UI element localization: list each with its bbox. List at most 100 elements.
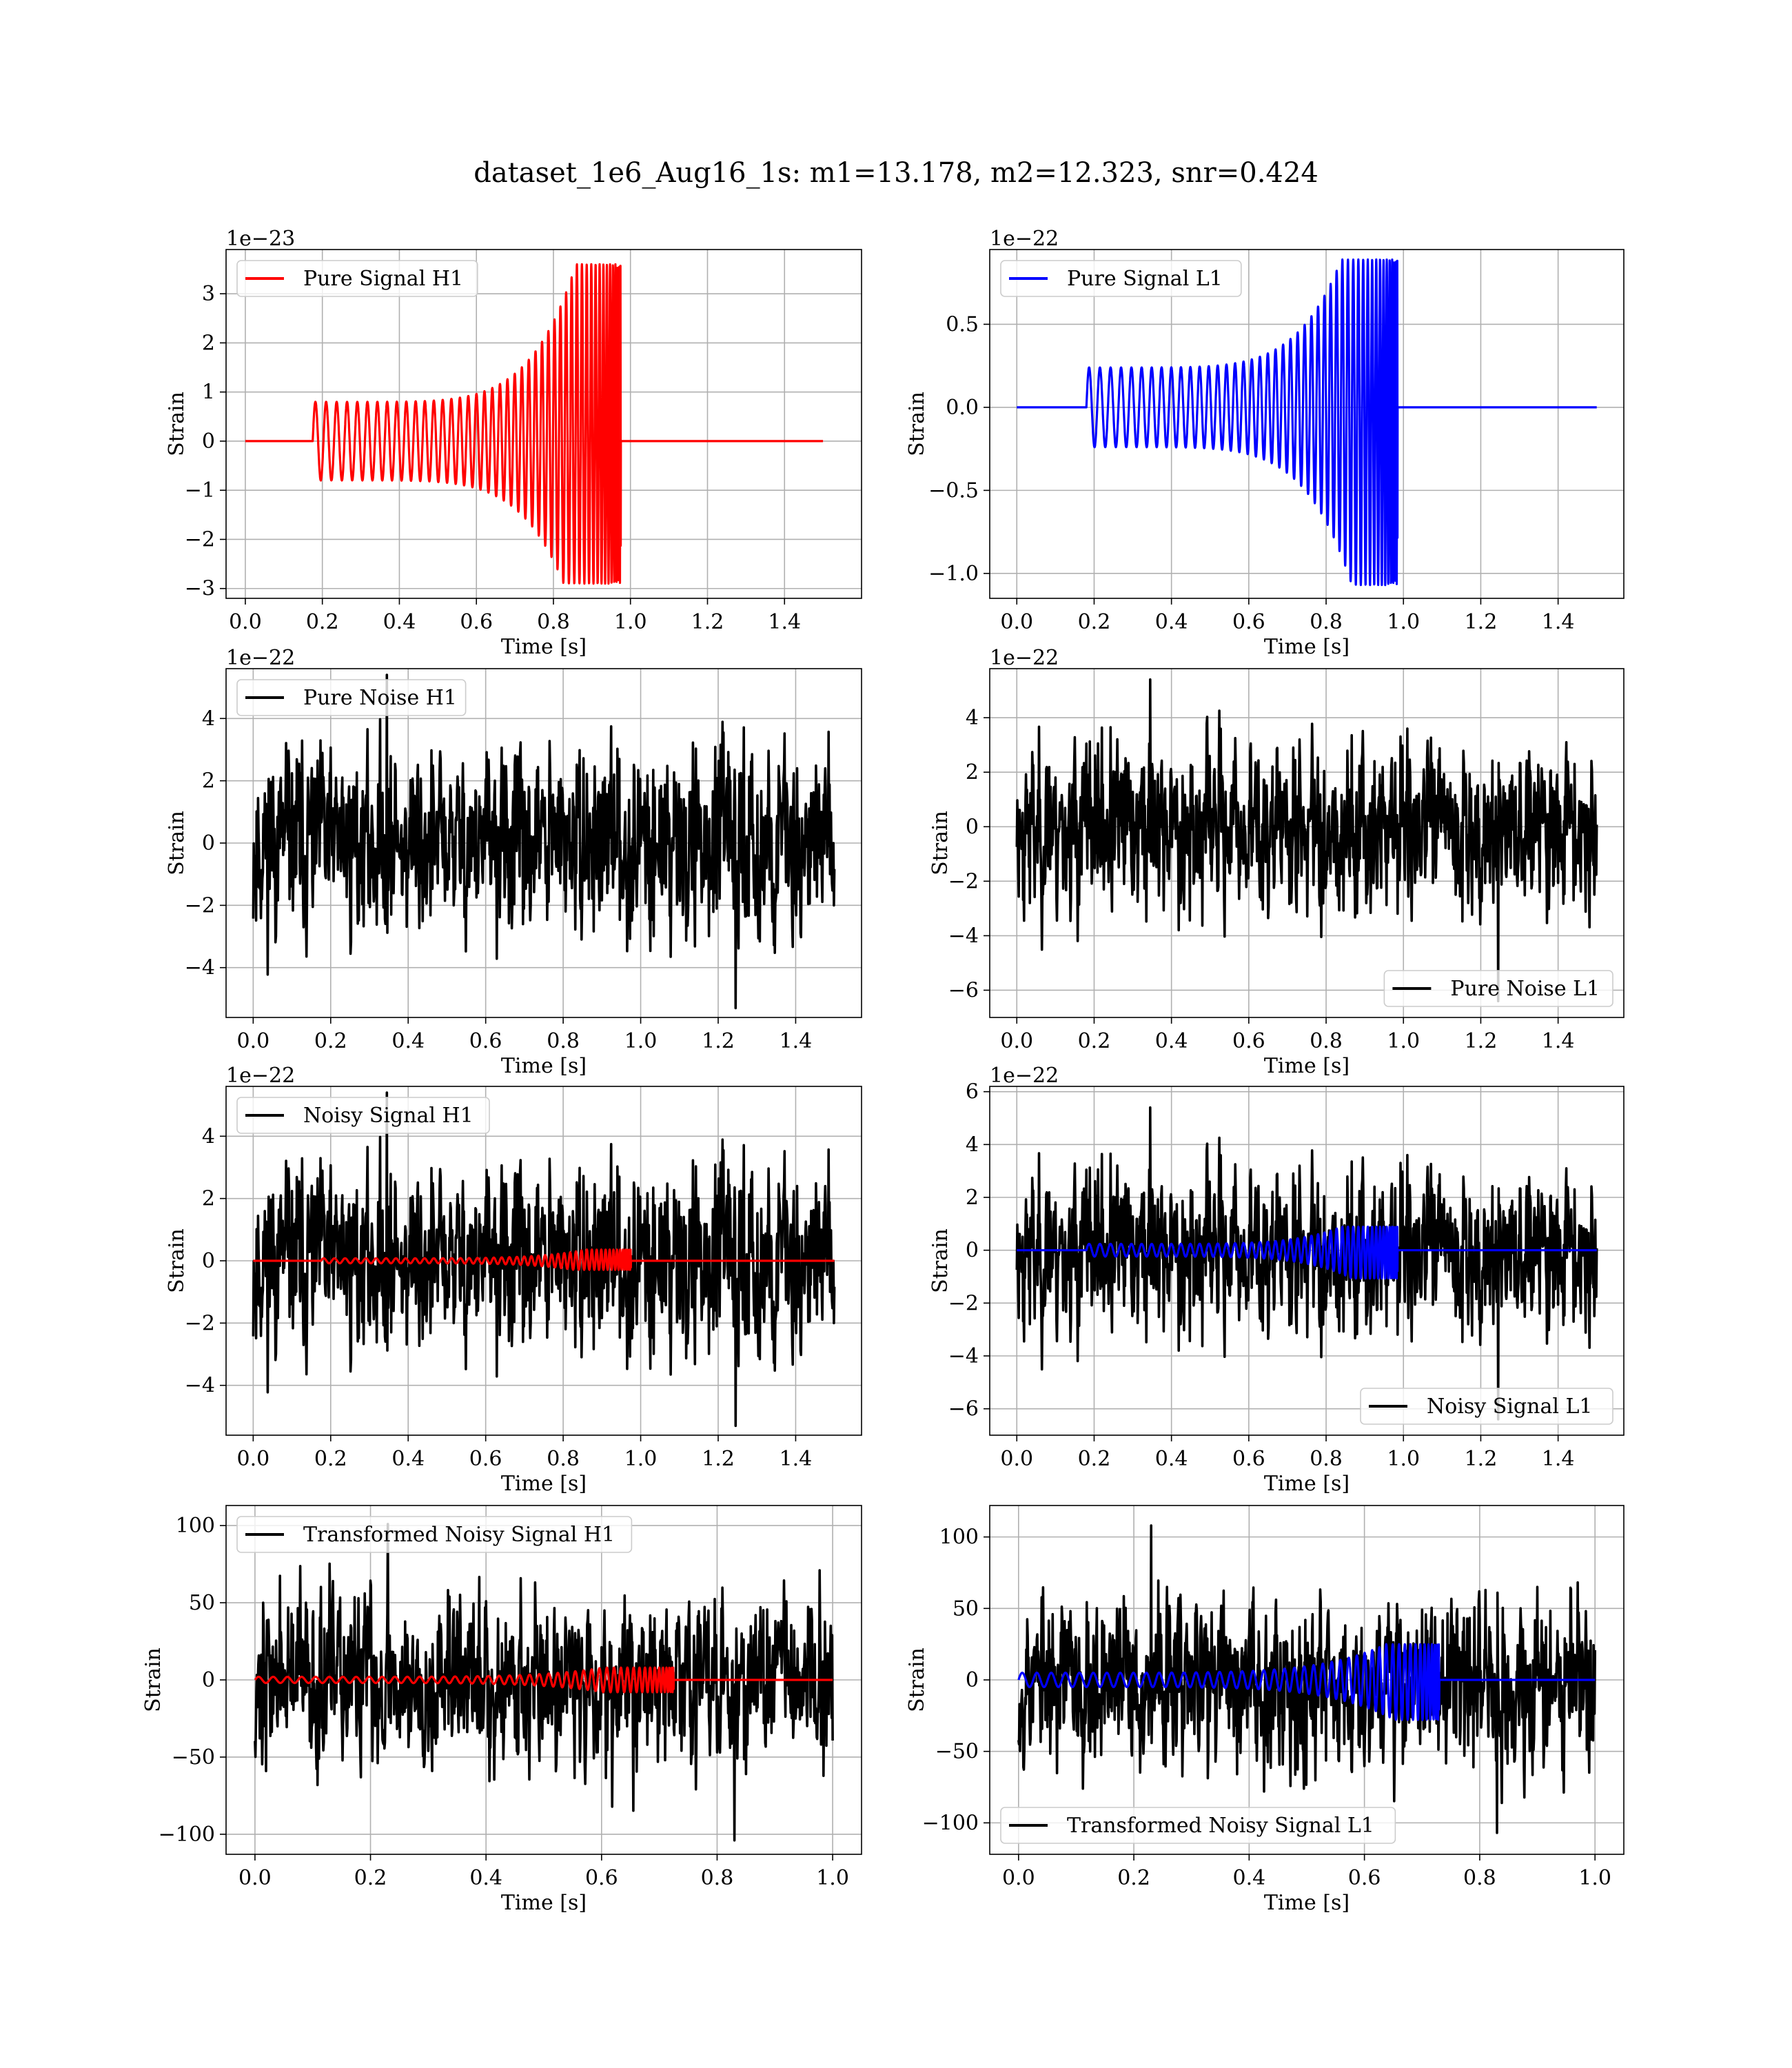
x-tick-label: 0.6 <box>1232 1029 1265 1053</box>
legend-label: Pure Signal H1 <box>303 267 463 291</box>
y-tick-label: 50 <box>953 1596 979 1621</box>
legend-label: Pure Noise L1 <box>1450 977 1600 1001</box>
x-tick-label: 0.2 <box>306 610 339 634</box>
legend-label: Transformed Noisy Signal L1 <box>1067 1814 1374 1838</box>
y-tick-label: −1 <box>185 478 215 503</box>
y-tick-label: −1.0 <box>928 562 979 586</box>
x-tick-label: 0.4 <box>1155 1029 1188 1053</box>
axis-offset-text: 1e−22 <box>990 1064 1059 1088</box>
series-line-1 <box>245 263 824 585</box>
x-tick-label: 0.2 <box>1078 1447 1111 1471</box>
legend: Pure Signal L1 <box>1000 260 1242 297</box>
legend-box <box>236 679 467 716</box>
series-line-1 <box>252 1091 836 1428</box>
y-tick-label: −4 <box>948 924 979 948</box>
x-axis-label: Time [s] <box>501 635 587 659</box>
plot-area <box>1015 1106 1598 1421</box>
subplot-5: 0.0 0.2 0.4 0.6 0.8 1.0 1.2 1.4 −4 −2 0 2 4 Time [s] S… <box>165 1064 862 1496</box>
legend-box <box>1383 970 1613 1007</box>
legend-box <box>236 260 478 297</box>
series-line-2 <box>1017 1226 1597 1280</box>
axes-frame <box>989 249 1625 599</box>
x-tick-label: 0.4 <box>383 610 416 634</box>
series-line-2 <box>1017 1643 1596 1721</box>
plot-area <box>252 1091 836 1428</box>
x-axis-label: Time [s] <box>1264 1891 1350 1915</box>
subplot-2: 0.0 0.2 0.4 0.6 0.8 1.0 1.2 1.4 −1.0 −0.5 0.0 0.5 Ti… <box>905 227 1625 659</box>
x-tick-label: 1.2 <box>702 1447 735 1471</box>
x-tick-label: 0.0 <box>236 1029 269 1053</box>
plot-area <box>1017 258 1597 587</box>
y-tick-label: 2 <box>202 331 215 355</box>
subplot-6: 0.0 0.2 0.4 0.6 0.8 1.0 1.2 1.4 −6 −4 −2 0 2 4 6 Time [… <box>928 1064 1625 1496</box>
x-axis-label: Time [s] <box>501 1891 587 1915</box>
y-tick-label: −4 <box>948 1344 979 1368</box>
x-axis-label: Time [s] <box>501 1472 587 1496</box>
series-line-2 <box>254 1666 833 1694</box>
x-tick-label: 0.6 <box>469 1029 502 1053</box>
plot-area <box>245 263 824 585</box>
y-tick-label: 0 <box>202 831 215 855</box>
y-tick-label: 50 <box>189 1591 215 1615</box>
x-tick-label: 0.4 <box>391 1447 425 1471</box>
axis-offset-text: 1e−22 <box>990 227 1059 251</box>
x-tick-label: 0.8 <box>1310 610 1343 634</box>
y-tick-label: 0 <box>966 815 979 839</box>
subplot-1: 0.0 0.2 0.4 0.6 0.8 1.0 1.2 1.4 −3 −2 −1 0 1 2 3 Time [… <box>165 227 862 659</box>
y-tick-label: −6 <box>948 1397 979 1421</box>
x-tick-label: 1.0 <box>624 1447 658 1471</box>
x-tick-label: 0.2 <box>314 1447 347 1471</box>
y-axis-label: Strain <box>141 1648 165 1712</box>
y-tick-label: 2 <box>202 1187 215 1211</box>
x-tick-label: 0.0 <box>1000 1029 1033 1053</box>
y-tick-label: 100 <box>176 1514 215 1538</box>
y-tick-label: −100 <box>159 1823 215 1847</box>
subplot-7: 0.0 0.2 0.4 0.6 0.8 1.0 −100 −50 0 50 100 Time [s] S… <box>141 1505 862 1915</box>
x-tick-label: 0.6 <box>1232 610 1265 634</box>
y-tick-label: 0 <box>202 1668 215 1692</box>
legend-box <box>1000 1807 1396 1844</box>
plot-area <box>254 1523 834 1842</box>
x-axis-label: Time [s] <box>1264 1054 1350 1078</box>
y-tick-label: −3 <box>185 577 215 601</box>
legend-label: Noisy Signal L1 <box>1427 1395 1592 1419</box>
x-tick-label: 1.2 <box>691 610 724 634</box>
legend-box <box>236 1516 633 1553</box>
x-tick-label: 0.8 <box>1310 1447 1343 1471</box>
y-tick-label: 2 <box>202 769 215 793</box>
x-tick-label: 0.4 <box>469 1866 502 1890</box>
y-tick-label: 0.0 <box>946 396 979 420</box>
y-tick-label: 3 <box>202 282 215 306</box>
axes-frame <box>225 249 862 599</box>
y-axis-label: Strain <box>905 392 929 456</box>
plot-area <box>1015 678 1598 1003</box>
y-tick-label: −4 <box>185 1374 215 1398</box>
legend-box <box>1360 1388 1613 1425</box>
y-axis-label: Strain <box>165 392 189 456</box>
x-tick-label: 0.4 <box>1155 1447 1188 1471</box>
x-tick-label: 1.4 <box>780 1447 813 1471</box>
legend: Pure Noise H1 <box>236 679 467 716</box>
x-tick-label: 1.0 <box>1387 1447 1420 1471</box>
y-tick-label: −2 <box>948 1291 979 1315</box>
y-tick-label: 2 <box>966 760 979 784</box>
x-tick-label: 1.0 <box>1387 610 1420 634</box>
x-tick-label: 0.2 <box>314 1029 347 1053</box>
x-tick-label: 1.2 <box>1465 1447 1498 1471</box>
series-line-2 <box>253 1248 835 1271</box>
x-tick-label: 0.2 <box>1117 1866 1150 1890</box>
legend: Noisy Signal L1 <box>1360 1388 1613 1425</box>
axes-frame <box>989 668 1625 1018</box>
y-tick-label: 0 <box>966 1239 979 1263</box>
y-axis-label: Strain <box>905 1648 929 1712</box>
x-tick-label: 0.6 <box>460 610 493 634</box>
x-tick-label: 0.8 <box>547 1029 580 1053</box>
y-axis-label: Strain <box>165 1228 189 1293</box>
x-tick-label: 0.0 <box>1002 1866 1035 1890</box>
y-tick-label: 4 <box>966 1133 979 1157</box>
axis-offset-text: 1e−22 <box>990 646 1059 670</box>
legend: Transformed Noisy Signal L1 <box>1000 1807 1396 1844</box>
x-tick-label: 1.4 <box>1542 1029 1575 1053</box>
x-tick-label: 1.2 <box>1465 610 1498 634</box>
y-tick-label: −2 <box>185 893 215 918</box>
